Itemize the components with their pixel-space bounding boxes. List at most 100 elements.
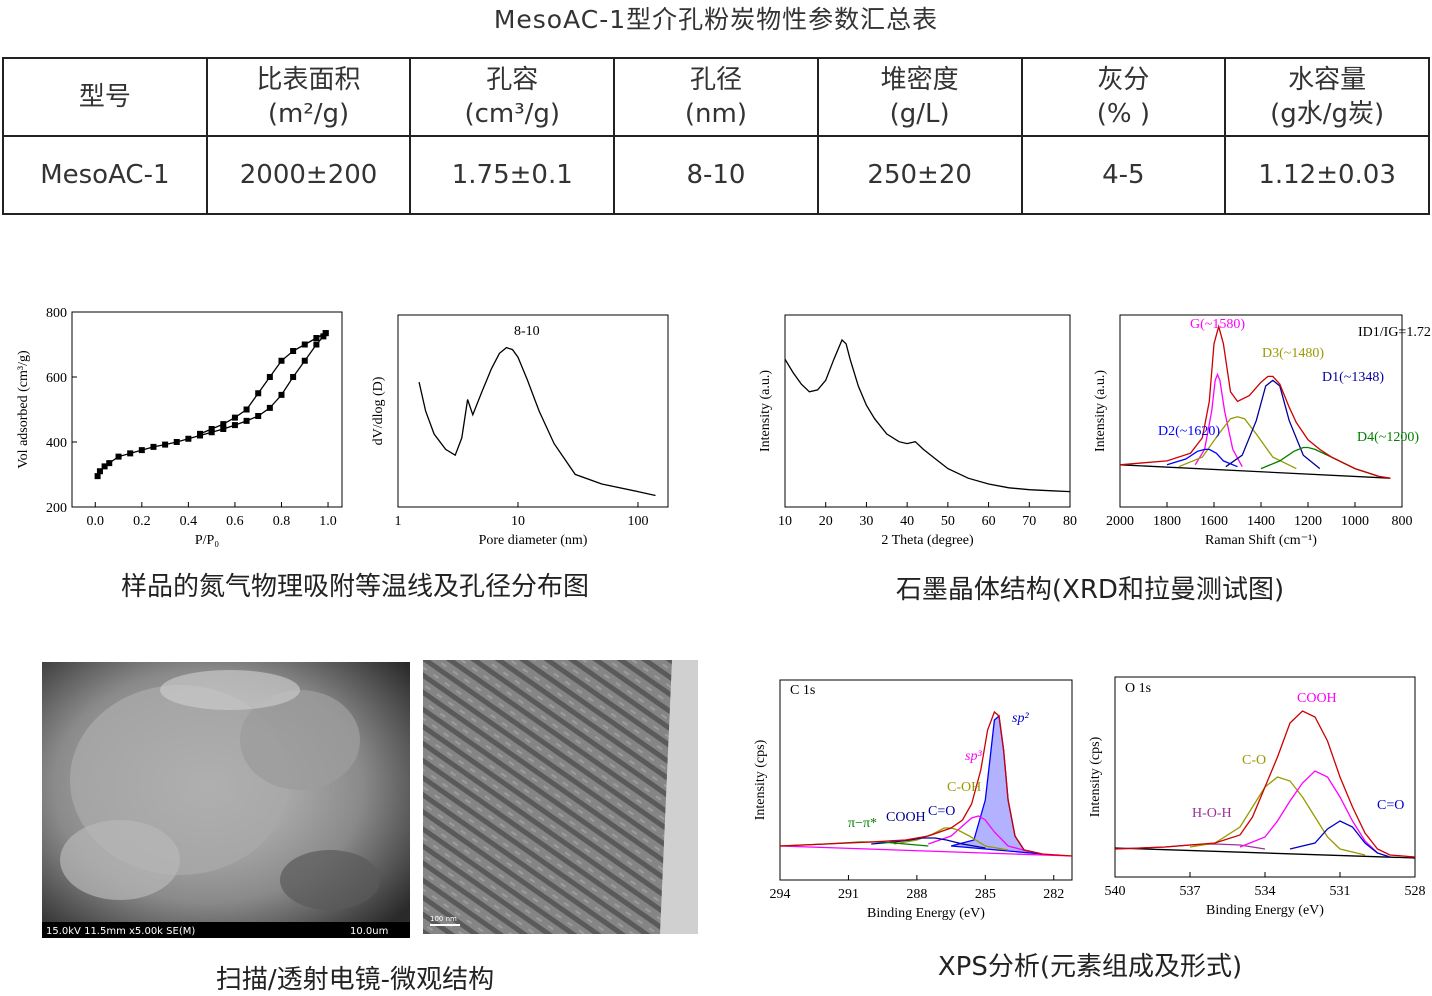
annotation: C-O <box>1242 753 1266 768</box>
y-tick-label: 800 <box>46 306 67 321</box>
cell: 1.12±0.03 <box>1224 135 1430 215</box>
marker <box>266 404 273 411</box>
header-line: 孔容 <box>486 65 539 95</box>
annotation: 8-10 <box>514 324 540 339</box>
x-tick-label: 531 <box>1330 884 1351 899</box>
marker <box>255 413 262 419</box>
curve <box>418 346 656 497</box>
chart: 540 537 534 531 528 Binding Energy (eV) Intens… <box>1088 676 1426 918</box>
plot-frame <box>779 679 1073 881</box>
header-cell: 堆密度 (g/L) <box>816 57 1023 137</box>
header-line: (nm) <box>684 99 747 129</box>
x-tick-label: 80 <box>1063 514 1077 529</box>
marker <box>127 450 134 457</box>
sem-image: 15.0kV 11.5mm x5.00k SE(M) 10.0um <box>42 662 410 938</box>
marker <box>243 417 250 424</box>
y-tick-label: 200 <box>46 501 67 516</box>
y-axis-label: Intensity (cps) <box>753 739 768 820</box>
chart: 10 20 30 40 50 60 70 80 2 Theta (degree) Intensit… <box>758 314 1077 548</box>
curve <box>1260 446 1379 477</box>
curve <box>1189 776 1366 856</box>
marker <box>185 435 192 442</box>
header-line: 灰分 <box>1097 65 1150 95</box>
cell: 4-5 <box>1020 135 1227 215</box>
table-title: MesoAC-1型介孔粉炭物性参数汇总表 <box>493 5 939 34</box>
curve <box>1225 379 1321 470</box>
x-tick-label: 1600 <box>1200 514 1228 529</box>
marker <box>162 441 169 448</box>
x-tick-label: 0.4 <box>180 514 198 529</box>
x-tick-label: 1200 <box>1294 514 1322 529</box>
marker <box>138 447 145 454</box>
annotation: ID1/IG=1.72 <box>1358 325 1431 340</box>
curve <box>1239 770 1378 854</box>
x-tick-label: 1400 <box>1247 514 1275 529</box>
marker <box>290 348 297 354</box>
marker <box>266 374 273 380</box>
header-line: (g/L) <box>889 99 950 129</box>
marker <box>290 374 297 380</box>
header-line: 孔径 <box>689 65 742 95</box>
marker <box>208 429 215 436</box>
x-tick-label: 288 <box>906 887 927 902</box>
y-axis-label: Intensity (cps) <box>1088 736 1103 817</box>
marker <box>208 426 215 432</box>
x-tick-label: 1000 <box>1341 514 1369 529</box>
marker <box>150 443 157 450</box>
y-tick-label: 600 <box>46 371 67 386</box>
x-tick-label: 1.0 <box>319 514 337 529</box>
curve <box>1114 847 1416 859</box>
x-axis-label: Binding Energy (eV) <box>867 906 985 921</box>
marker <box>101 463 108 470</box>
caption: 样品的氮气物理吸附等温线及孔径分布图 <box>121 572 589 602</box>
annotation: COOH <box>886 810 926 825</box>
x-tick-label: 100 <box>627 514 648 529</box>
x-tick-label: 40 <box>900 514 914 529</box>
x-tick-label: 60 <box>982 514 996 529</box>
header-line: (% ) <box>1096 99 1150 129</box>
marker <box>220 426 227 432</box>
y-axis-label: Intensity (a.u.) <box>758 370 773 452</box>
marker <box>322 330 329 337</box>
marker <box>255 390 262 397</box>
x-tick-label: 540 <box>1105 884 1126 899</box>
x-tick-label: 30 <box>859 514 873 529</box>
annotation: O 1s <box>1125 681 1151 696</box>
x-tick-label: 534 <box>1255 884 1276 899</box>
x-tick-label: 20 <box>819 514 833 529</box>
cell: 8-10 <box>613 135 819 215</box>
y-axis-label: Vol adsorbed (cm³/g) <box>16 350 31 469</box>
curve <box>784 338 1071 493</box>
marker <box>301 341 308 348</box>
curve <box>1289 820 1391 858</box>
annotation: D3(~1480) <box>1262 346 1324 361</box>
chart: 294 291 288 285 282 Binding Energy (eV) Intens… <box>753 679 1073 921</box>
header-cell: 灰分 (% ) <box>1020 57 1227 137</box>
table-row: MesoAC-1 2000±200 1.75±0.1 8-10 250±20 4-5 1.1… <box>2 135 1430 215</box>
curve <box>1119 324 1391 479</box>
x-tick-label: 0.2 <box>133 514 151 529</box>
header-cell: 比表面积 (m²/g) <box>205 57 412 137</box>
annotation: sp³ <box>965 749 982 764</box>
chart: 1 10 100 Pore diameter (nm) dV/dlog (D) 8-10 <box>371 314 669 548</box>
x-tick-label: 70 <box>1022 514 1036 529</box>
y-axis-label: Intensity (a.u.) <box>1093 370 1108 452</box>
tem-image: 100 nm <box>423 660 698 934</box>
curve <box>1119 464 1391 479</box>
marker <box>106 460 113 467</box>
chart: 0.0 0.2 0.4 0.6 0.8 1.0 200 400 600 800 P/P₀ Vol ad… <box>16 306 343 548</box>
annotation: π−π* <box>848 816 877 831</box>
marker <box>94 473 101 480</box>
curve <box>871 837 986 849</box>
curve <box>1194 372 1243 468</box>
curve <box>1166 448 1238 468</box>
header-line: 比表面积 <box>256 65 361 95</box>
annotation: COOH <box>1297 691 1337 706</box>
annotation: G(~1580) <box>1190 317 1245 332</box>
header-line: 水容量 <box>1288 65 1367 95</box>
header-cell: 孔容 (cm³/g) <box>409 57 616 137</box>
x-tick-label: 528 <box>1405 884 1426 899</box>
annotation: C=O <box>928 804 955 819</box>
